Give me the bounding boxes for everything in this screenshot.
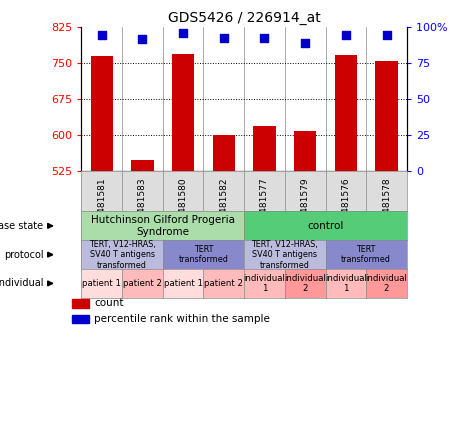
Point — [301, 40, 309, 47]
Bar — [375, 61, 398, 171]
Bar — [253, 126, 276, 171]
Bar — [72, 299, 89, 308]
Text: TERT
transformed: TERT transformed — [179, 245, 228, 264]
Text: individual: individual — [0, 278, 43, 288]
Text: patient 1: patient 1 — [82, 279, 121, 288]
Text: percentile rank within the sample: percentile rank within the sample — [94, 314, 270, 324]
Text: GSM1481579: GSM1481579 — [301, 177, 310, 238]
Bar — [172, 54, 194, 171]
Text: GSM1481581: GSM1481581 — [97, 177, 106, 238]
Text: GSM1481577: GSM1481577 — [260, 177, 269, 238]
Text: TERT, V12-HRAS,
SV40 T antigens
transformed: TERT, V12-HRAS, SV40 T antigens transfor… — [89, 240, 155, 269]
Bar — [131, 160, 153, 171]
Point — [139, 36, 146, 42]
Point — [383, 31, 390, 38]
Text: patient 1: patient 1 — [164, 279, 203, 288]
Text: individual
1: individual 1 — [325, 274, 367, 293]
Text: patient 2: patient 2 — [123, 279, 162, 288]
Text: patient 2: patient 2 — [204, 279, 243, 288]
Point — [261, 34, 268, 41]
Text: GSM1481583: GSM1481583 — [138, 177, 147, 238]
Text: protocol: protocol — [4, 250, 43, 260]
Bar — [294, 131, 316, 171]
Text: control: control — [307, 221, 344, 231]
Bar — [91, 56, 113, 171]
Text: GSM1481580: GSM1481580 — [179, 177, 187, 238]
Text: individual
1: individual 1 — [244, 274, 286, 293]
Text: GSM1481582: GSM1481582 — [219, 177, 228, 238]
Point — [179, 30, 187, 37]
Text: GSM1481578: GSM1481578 — [382, 177, 391, 238]
Bar — [213, 135, 235, 171]
Bar — [335, 55, 357, 171]
Title: GDS5426 / 226914_at: GDS5426 / 226914_at — [168, 11, 320, 25]
Bar — [72, 315, 89, 323]
Text: TERT, V12-HRAS,
SV40 T antigens
transformed: TERT, V12-HRAS, SV40 T antigens transfor… — [252, 240, 318, 269]
Text: TERT
transformed: TERT transformed — [341, 245, 391, 264]
Text: individual
2: individual 2 — [365, 274, 407, 293]
Point — [220, 34, 227, 41]
Point — [342, 31, 350, 38]
Text: disease state: disease state — [0, 221, 43, 231]
Text: GSM1481576: GSM1481576 — [341, 177, 350, 238]
Text: Hutchinson Gilford Progeria
Syndrome: Hutchinson Gilford Progeria Syndrome — [91, 215, 235, 237]
Text: count: count — [94, 298, 124, 308]
Point — [98, 31, 106, 38]
Text: individual
2: individual 2 — [284, 274, 326, 293]
